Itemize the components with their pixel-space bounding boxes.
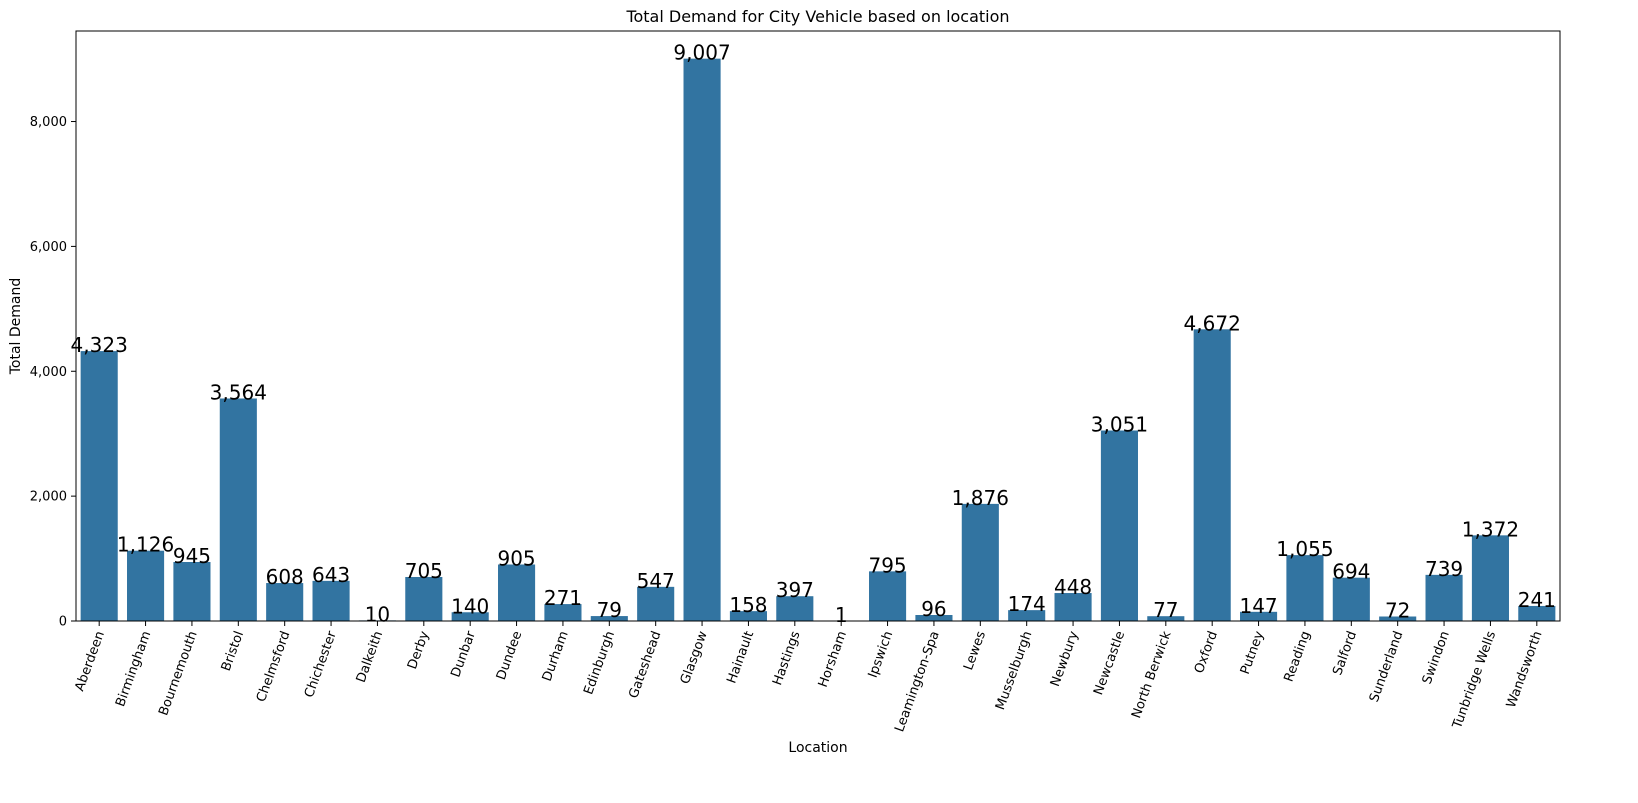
x-tick-label: Gateshead <box>626 629 664 700</box>
x-tick-label: Aberdeen <box>72 629 108 693</box>
y-tick-label: 6,000 <box>30 240 67 255</box>
data-label: 77 <box>1153 598 1178 622</box>
x-tick-label: Chichester <box>302 629 340 700</box>
data-label: 3,051 <box>1091 413 1148 437</box>
x-tick-label: Dalkeith <box>354 629 386 685</box>
data-label: 96 <box>921 597 946 621</box>
x-tick-label: Bristol <box>219 629 247 673</box>
data-label: 241 <box>1518 588 1556 612</box>
bar-lewes <box>962 504 999 621</box>
x-tick-label: Bournemouth <box>156 629 200 717</box>
data-label: 4,672 <box>1184 311 1241 335</box>
data-label: 905 <box>497 546 535 570</box>
x-tick-label: Newcastle <box>1091 629 1128 697</box>
y-tick-label: 2,000 <box>30 490 67 505</box>
x-tick-label: Leamington-Spa <box>892 629 942 734</box>
data-label: 397 <box>776 578 814 602</box>
data-label: 1,876 <box>952 486 1009 510</box>
y-tick-label: 4,000 <box>30 365 67 380</box>
data-label: 174 <box>1008 592 1046 616</box>
x-tick-label: Hainault <box>724 629 757 685</box>
data-label: 739 <box>1425 557 1463 581</box>
bar-newcastle <box>1101 431 1138 621</box>
x-tick-label: Tunbridge Wells <box>1450 629 1500 731</box>
bar-swindon <box>1426 575 1463 621</box>
plot-frame <box>76 31 1560 621</box>
x-tick-label: Durham <box>540 629 572 683</box>
y-axis: 0 2,000 4,000 6,000 8,000 <box>30 115 76 629</box>
bar-bristol <box>220 398 257 621</box>
x-axis-label: Location <box>788 740 847 756</box>
bar-glasgow <box>684 59 721 621</box>
bar-dundee <box>498 564 535 621</box>
x-tick-label: Musselburgh <box>993 629 1035 712</box>
data-label: 547 <box>637 569 675 593</box>
x-tick-label: Wandsworth <box>1504 629 1546 710</box>
bar-oxford <box>1194 329 1231 621</box>
data-label: 1,372 <box>1462 517 1519 541</box>
bar-aberdeen <box>81 351 118 621</box>
x-tick-label: Reading <box>1282 629 1314 684</box>
data-label: 795 <box>868 553 906 577</box>
x-tick-label: Dundee <box>494 629 525 682</box>
bar-birmingham <box>127 551 164 621</box>
bar-reading <box>1286 555 1323 621</box>
data-label: 79 <box>597 598 622 622</box>
x-tick-label: Horsham <box>816 629 850 689</box>
data-label: 271 <box>544 586 582 610</box>
bar-bournemouth <box>173 562 210 621</box>
x-tick-label: Glasgow <box>678 629 711 686</box>
x-tick-label: Swindon <box>1420 629 1453 686</box>
bars-layer <box>81 59 1556 621</box>
data-label: 448 <box>1054 575 1092 599</box>
x-tick-label: Chelmsford <box>254 629 293 704</box>
data-label: 140 <box>451 594 489 618</box>
data-label: 158 <box>729 593 767 617</box>
y-tick-label: 0 <box>59 615 67 630</box>
x-tick-label: Hastings <box>770 629 803 687</box>
data-label: 3,564 <box>210 380 267 404</box>
data-label: 147 <box>1239 594 1277 618</box>
x-tick-label: Birmingham <box>113 629 154 709</box>
x-tick-label: Ipswich <box>866 629 897 680</box>
y-tick-label: 8,000 <box>30 115 67 130</box>
x-tick-label: Edinburgh <box>581 629 618 697</box>
data-label: 945 <box>173 544 211 568</box>
bar-derby <box>405 577 442 621</box>
x-tick-label: Lewes <box>961 629 989 672</box>
data-label: 1,126 <box>117 533 174 557</box>
data-label: 694 <box>1332 560 1370 584</box>
x-tick-label: Newbury <box>1048 629 1082 689</box>
data-label: 705 <box>405 559 443 583</box>
x-tick-label: Sunderland <box>1367 629 1407 704</box>
data-label: 9,007 <box>673 41 730 65</box>
data-label: 72 <box>1385 599 1410 623</box>
x-tick-label: Salford <box>1330 629 1360 677</box>
bar-ipswich <box>869 571 906 621</box>
y-axis-label: Total Demand <box>8 278 24 376</box>
chart-title: Total Demand for City Vehicle based on l… <box>625 7 1009 26</box>
data-label: 1,055 <box>1276 537 1333 561</box>
x-tick-label: Oxford <box>1192 629 1221 675</box>
data-label: 4,323 <box>71 333 128 357</box>
bar-salford <box>1333 578 1370 621</box>
x-tick-label: Dunbar <box>448 629 479 680</box>
x-tick-label: Derby <box>405 629 433 671</box>
data-label: 608 <box>266 565 304 589</box>
bar-chichester <box>313 581 350 621</box>
data-label: 643 <box>312 563 350 587</box>
x-tick-label: North Berwick <box>1129 629 1175 721</box>
bar-tunbridge-wells <box>1472 535 1509 621</box>
x-tick-label: Putney <box>1238 629 1268 677</box>
